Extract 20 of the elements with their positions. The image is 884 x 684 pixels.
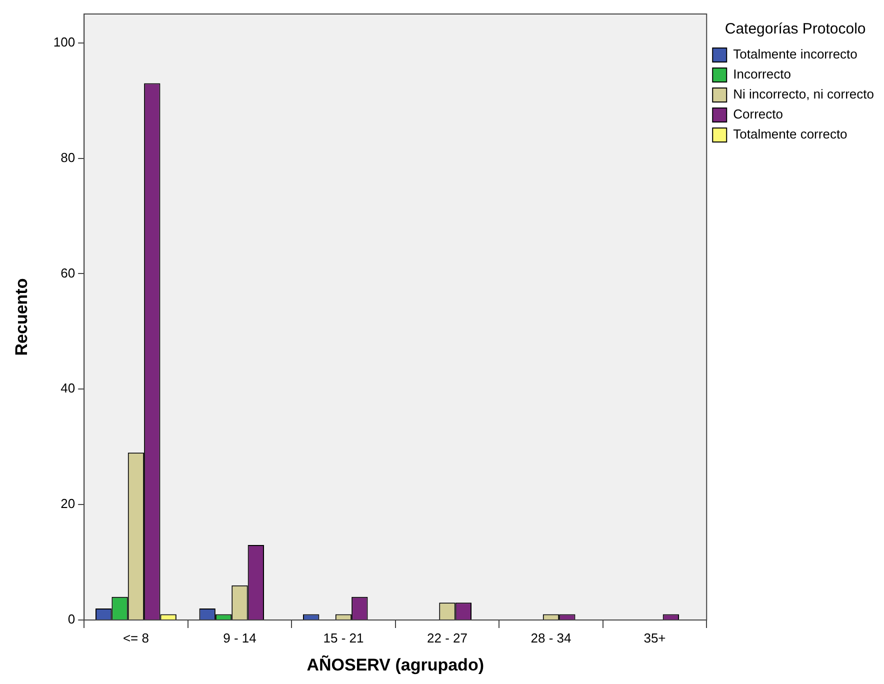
y-tick-label: 60	[60, 265, 76, 280]
y-tick-label: 100	[53, 34, 76, 50]
x-tick-label: <= 8	[122, 630, 149, 646]
y-axis-title: Recuento	[12, 278, 31, 356]
x-axis-title: AÑOSERV (agrupado)	[306, 654, 484, 674]
legend-label: Totalmente correcto	[733, 126, 848, 142]
x-tick-label: 9 - 14	[223, 630, 256, 646]
x-tick-label: 35+	[644, 630, 666, 646]
legend-label: Ni incorrecto, ni correcto	[733, 86, 874, 102]
legend-label: Correcto	[733, 106, 783, 122]
legend-title: Categorías Protocolo	[724, 20, 866, 38]
x-tick-label: 15 - 21	[323, 630, 364, 646]
y-tick-label: 0	[68, 612, 76, 627]
x-tick-label: 28 - 34	[530, 630, 572, 646]
y-tick-label: 20	[60, 496, 76, 512]
y-tick-label: 40	[60, 380, 76, 396]
y-tick-label: 80	[60, 150, 76, 165]
legend-label: Incorrecto	[733, 66, 791, 82]
x-tick-label: 22 - 27	[426, 630, 468, 646]
legend-label: Totalmente incorrecto	[733, 46, 858, 62]
